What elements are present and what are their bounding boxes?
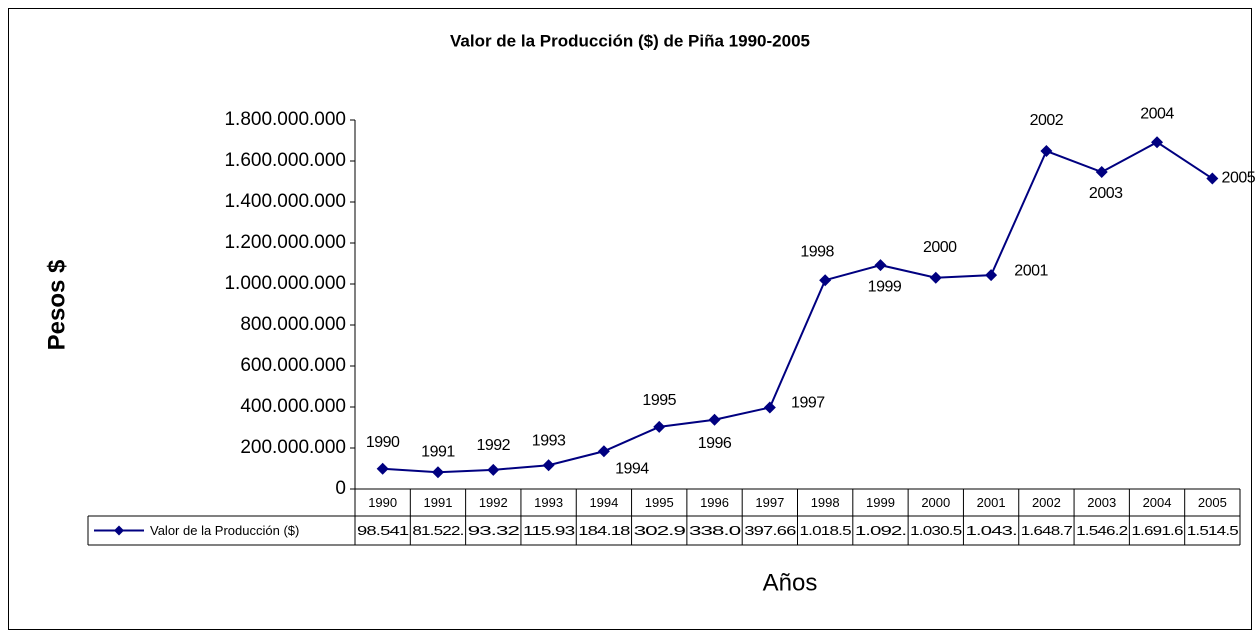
table-value: 81.522. <box>412 523 463 538</box>
x-tick-label: 1991 <box>424 495 453 510</box>
table-value: 1.043. <box>965 523 1016 538</box>
x-tick-label: 1997 <box>755 495 784 510</box>
y-tick-label: 1.000.000.000 <box>224 273 346 294</box>
point-marker <box>874 259 887 272</box>
point-marker <box>487 463 500 476</box>
point-label: 1993 <box>532 432 566 449</box>
y-tick-label: 600.000.000 <box>240 355 346 376</box>
table-value: 1.648.7 <box>1021 523 1073 538</box>
point-label: 2001 <box>1014 262 1048 279</box>
x-tick-label: 2003 <box>1087 495 1116 510</box>
point-label: 1997 <box>791 395 825 412</box>
legend-label: Valor de la Producción ($) <box>150 523 299 538</box>
x-tick-label: 2002 <box>1032 495 1061 510</box>
x-tick-label: 1993 <box>534 495 563 510</box>
y-tick-label: 0 <box>335 478 346 499</box>
point-marker <box>653 420 666 433</box>
point-label: 2000 <box>923 239 957 256</box>
point-marker <box>1151 136 1164 149</box>
x-tick-label: 2001 <box>977 495 1006 510</box>
x-tick-label: 2000 <box>921 495 950 510</box>
x-tick-label: 1994 <box>589 495 618 510</box>
table-value: 93.32 <box>468 523 520 538</box>
table-value: 1.691.6 <box>1131 523 1183 538</box>
x-tick-label: 2005 <box>1198 495 1227 510</box>
table-value: 98.541 <box>357 523 409 538</box>
point-label: 1999 <box>868 278 902 295</box>
x-tick-label: 1992 <box>479 495 508 510</box>
point-marker <box>431 466 444 479</box>
table-value: 1.546.2 <box>1076 523 1128 538</box>
table-value: 1.092. <box>855 523 906 538</box>
point-label: 2005 <box>1222 170 1256 187</box>
chart-border <box>8 8 1252 630</box>
table-value: 397.66 <box>744 523 796 538</box>
table-value: 1.018.5 <box>800 523 852 538</box>
point-marker <box>376 462 389 475</box>
table-value: 1.514.5 <box>1187 523 1239 538</box>
point-label: 1990 <box>366 434 400 451</box>
table-value: 184.18 <box>578 523 630 538</box>
point-marker <box>542 459 555 472</box>
y-tick-label: 400.000.000 <box>240 396 346 417</box>
point-label: 2003 <box>1089 185 1123 202</box>
point-label: 1991 <box>421 444 455 461</box>
point-marker <box>1206 172 1219 185</box>
point-marker <box>708 413 721 426</box>
point-label: 1994 <box>615 460 649 477</box>
y-tick-label: 800.000.000 <box>240 314 346 335</box>
point-marker <box>985 269 998 282</box>
table-value: 1.030.5 <box>910 523 962 538</box>
y-axis-title: Pesos $ <box>43 259 70 350</box>
x-tick-label: 1998 <box>811 495 840 510</box>
point-marker <box>929 271 942 284</box>
y-tick-label: 1.200.000.000 <box>224 232 346 253</box>
point-marker <box>1040 145 1053 158</box>
point-marker <box>763 401 776 414</box>
y-tick-label: 1.400.000.000 <box>224 191 346 212</box>
y-tick-label: 1.800.000.000 <box>224 109 346 130</box>
x-axis-title: Años <box>763 569 818 596</box>
x-tick-label: 1996 <box>700 495 729 510</box>
table-value: 115.93 <box>523 523 575 538</box>
point-marker <box>597 445 610 458</box>
point-label: 1992 <box>476 437 510 454</box>
point-marker <box>1095 166 1108 179</box>
x-tick-label: 1999 <box>866 495 895 510</box>
x-tick-label: 1995 <box>645 495 674 510</box>
point-marker <box>819 274 832 287</box>
x-tick-label: 2004 <box>1143 495 1172 510</box>
table-value: 338.0 <box>689 523 741 538</box>
y-tick-label: 1.600.000.000 <box>224 150 346 171</box>
point-label: 2002 <box>1030 112 1064 129</box>
point-label: 1995 <box>642 392 676 409</box>
point-label: 1996 <box>698 435 732 452</box>
point-label: 1998 <box>800 243 834 260</box>
point-label: 2004 <box>1140 105 1174 122</box>
series-line <box>382 141 1213 474</box>
y-tick-label: 200.000.000 <box>240 437 346 458</box>
chart-title: Valor de la Producción ($) de Piña 1990-… <box>450 31 810 50</box>
table-value: 302.9 <box>634 523 686 538</box>
legend-marker <box>114 525 124 536</box>
x-tick-label: 1990 <box>368 495 397 510</box>
